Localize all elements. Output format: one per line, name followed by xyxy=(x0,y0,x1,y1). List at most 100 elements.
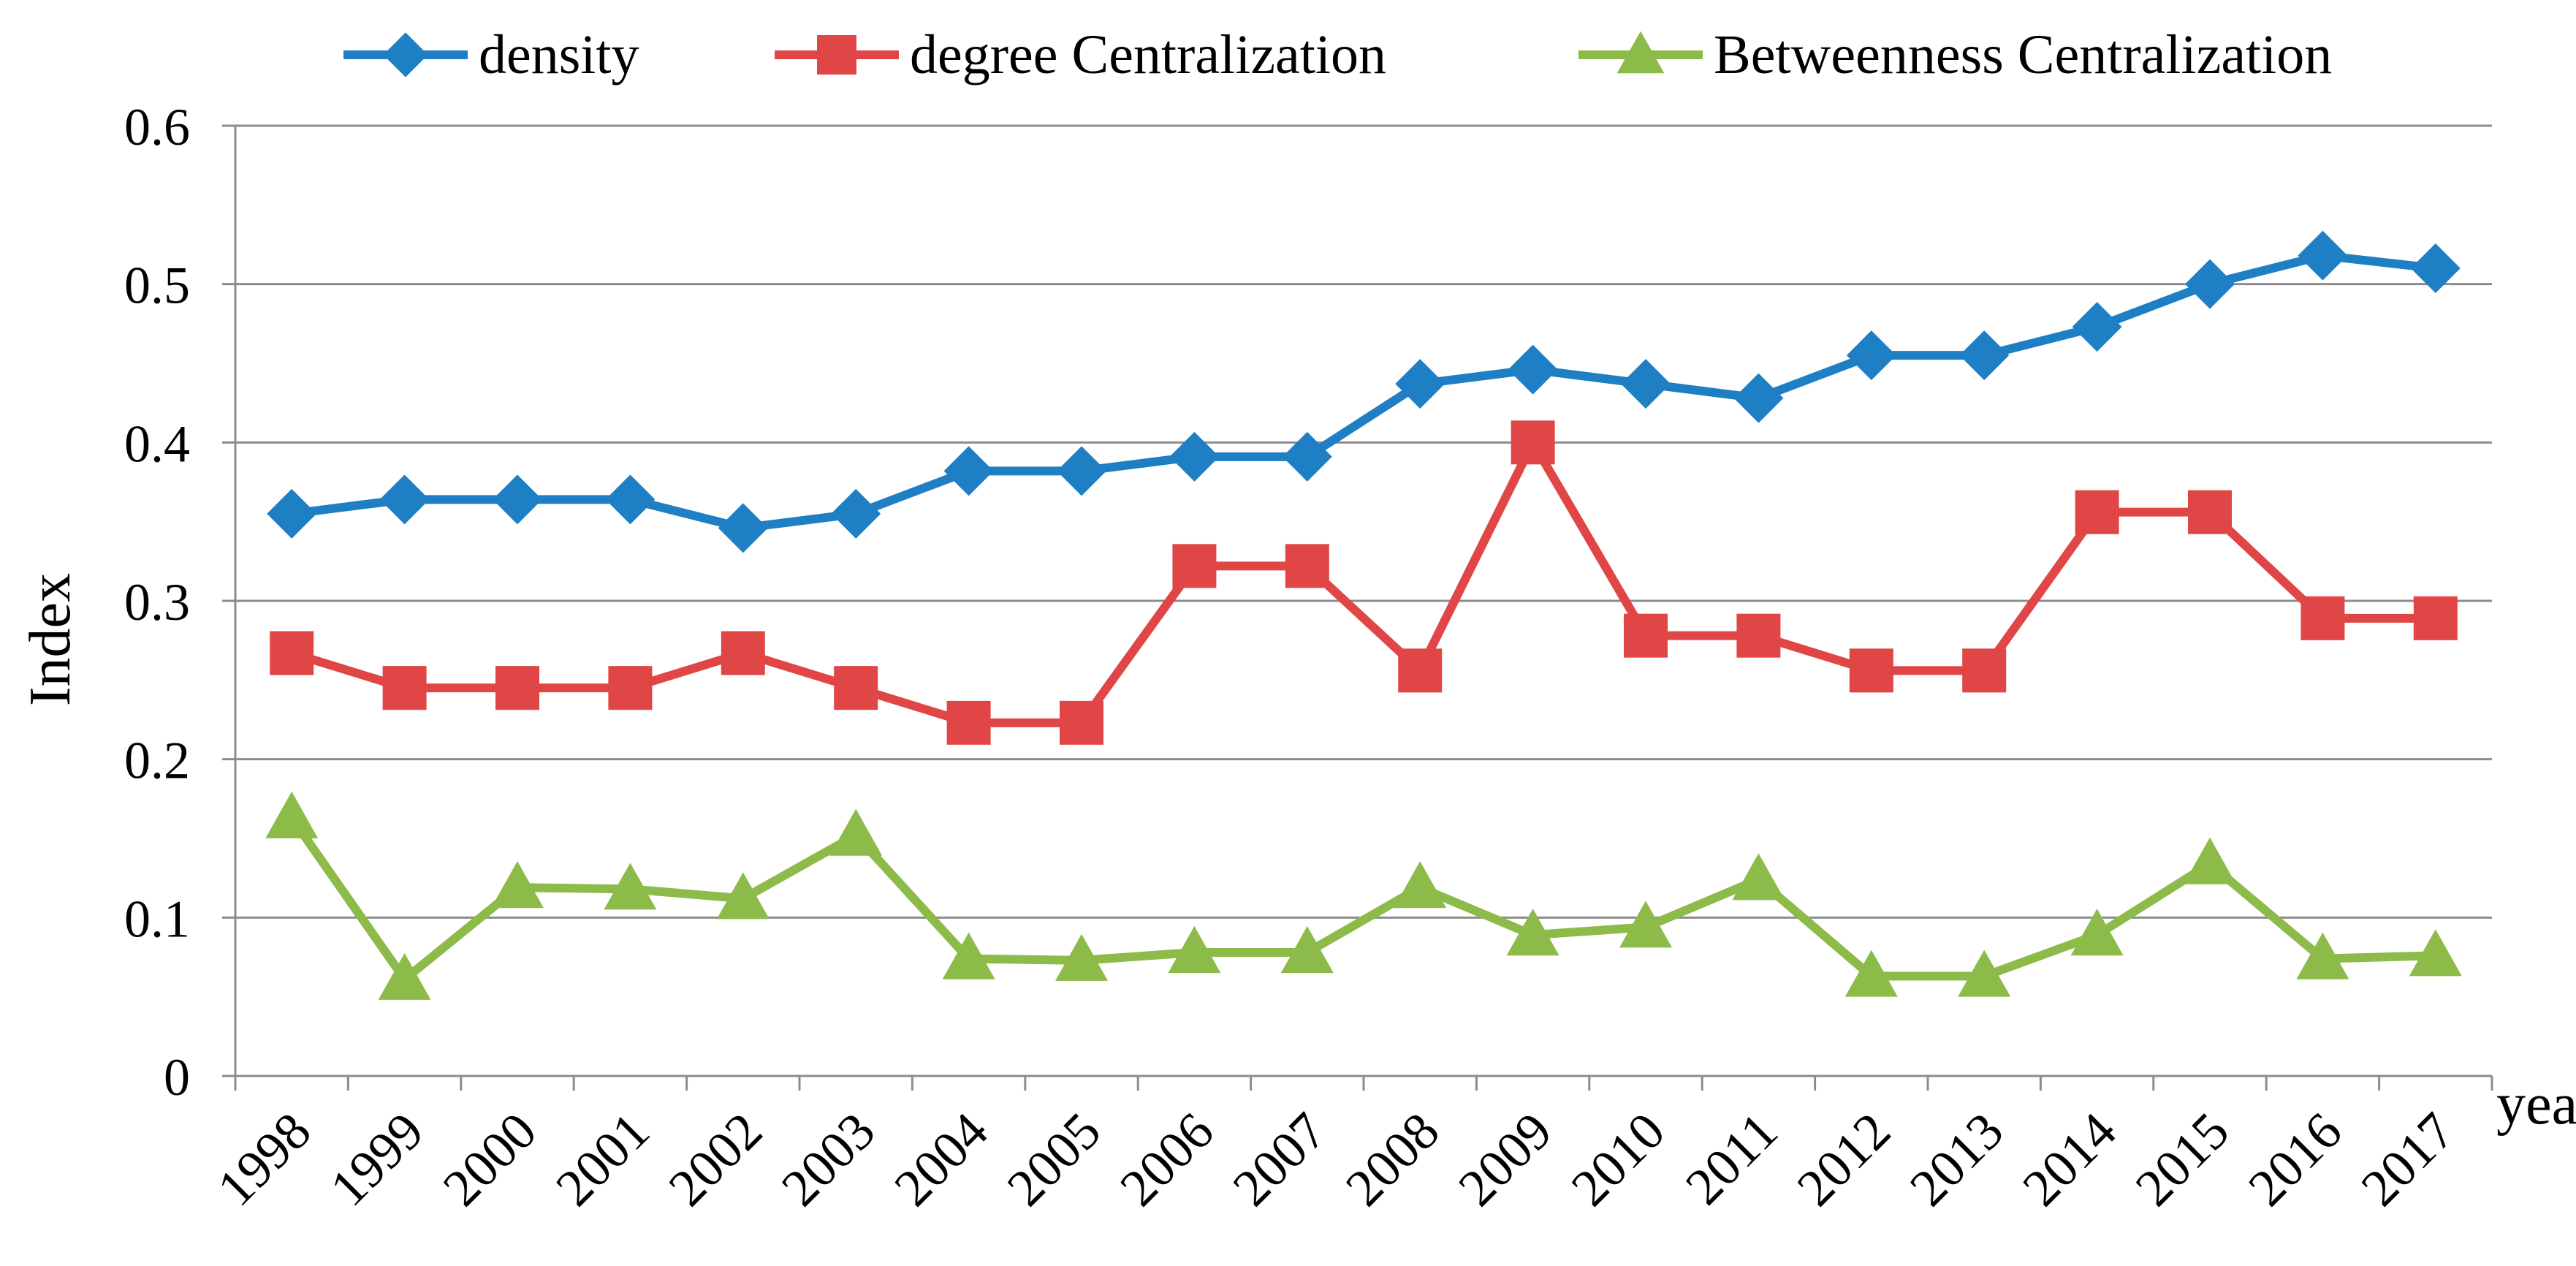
axes: 00.10.20.30.40.50.6199819992000200120022… xyxy=(124,98,2493,1217)
data-point-density xyxy=(379,474,430,525)
x-tick-label: 2006 xyxy=(1109,1102,1224,1217)
x-tick-label: 2011 xyxy=(1674,1102,1789,1216)
data-point-betweenness-centralization xyxy=(1280,926,1334,974)
series-line-density xyxy=(291,251,2436,533)
data-point-density xyxy=(493,474,542,525)
data-point-betweenness-centralization xyxy=(491,861,544,909)
x-tick-label: 2001 xyxy=(544,1102,660,1217)
data-point-density xyxy=(718,503,768,553)
data-point-betweenness-centralization xyxy=(2184,837,2236,884)
data-point-degree-centralization xyxy=(495,666,539,710)
data-point-betweenness-centralization xyxy=(2296,932,2349,979)
data-point-degree-centralization xyxy=(270,631,314,675)
data-point-betweenness-centralization xyxy=(378,952,431,1000)
data-point-density xyxy=(943,446,994,496)
data-point-betweenness-centralization xyxy=(1055,933,1108,981)
x-tick-label: 2008 xyxy=(1334,1102,1450,1217)
x-tick-label: 2004 xyxy=(884,1102,999,1217)
data-point-density xyxy=(831,488,881,539)
y-axis-label: Index xyxy=(18,573,83,706)
x-tick-label: 2015 xyxy=(2124,1102,2240,1217)
data-point-density xyxy=(1282,431,1332,482)
data-point-degree-centralization xyxy=(1849,648,1893,693)
data-point-degree-centralization xyxy=(1511,420,1555,465)
data-point-density xyxy=(1621,359,1671,409)
data-series xyxy=(288,251,2436,984)
data-point-density xyxy=(2410,243,2461,293)
data-point-degree-centralization xyxy=(2300,596,2345,640)
data-point-density xyxy=(1508,344,1558,395)
data-point-degree-centralization xyxy=(1398,648,1443,693)
data-point-betweenness-centralization xyxy=(942,932,995,979)
gridlines xyxy=(235,124,2492,919)
x-tick-label: 2005 xyxy=(996,1102,1112,1217)
x-tick-label: 2000 xyxy=(432,1102,547,1217)
data-point-betweenness-centralization xyxy=(1619,901,1672,948)
data-point-degree-centralization xyxy=(382,666,427,710)
x-axis-label: year xyxy=(2496,1072,2576,1137)
data-point-betweenness-centralization xyxy=(2409,929,2462,977)
data-point-betweenness-centralization xyxy=(1394,861,1447,909)
data-point-betweenness-centralization xyxy=(265,791,319,838)
y-tick-label: 0 xyxy=(164,1048,190,1107)
legend-marker xyxy=(817,35,856,75)
data-point-density xyxy=(1395,359,1445,409)
y-tick-label: 0.4 xyxy=(124,414,190,473)
data-point-degree-centralization xyxy=(1172,544,1217,588)
data-point-density xyxy=(1733,373,1784,423)
data-point-betweenness-centralization xyxy=(1506,909,1559,956)
data-point-degree-centralization xyxy=(2075,490,2119,534)
data-point-degree-centralization xyxy=(1962,648,2007,693)
data-markers xyxy=(265,230,2462,1000)
data-point-betweenness-centralization xyxy=(1732,853,1785,901)
data-point-betweenness-centralization xyxy=(1168,926,1221,974)
data-point-density xyxy=(1846,330,1896,381)
data-point-betweenness-centralization xyxy=(716,872,770,920)
x-tick-label: 2013 xyxy=(1899,1102,2014,1217)
data-point-degree-centralization xyxy=(834,666,878,710)
x-tick-label: 2009 xyxy=(1448,1102,1563,1217)
x-tick-label: 2010 xyxy=(1560,1102,1676,1217)
data-point-betweenness-centralization xyxy=(604,863,657,910)
x-tick-label: 2003 xyxy=(770,1102,886,1217)
x-tick-label: 2007 xyxy=(1222,1102,1337,1217)
data-point-degree-centralization xyxy=(608,666,653,710)
x-tick-label: 1998 xyxy=(206,1102,322,1217)
data-point-betweenness-centralization xyxy=(2070,909,2124,956)
data-point-degree-centralization xyxy=(1285,544,1329,588)
y-tick-label: 0.5 xyxy=(124,257,190,315)
y-tick-label: 0.2 xyxy=(124,732,190,790)
data-point-density xyxy=(605,474,656,525)
legend-item-density: density xyxy=(343,24,639,86)
data-point-degree-centralization xyxy=(721,631,765,675)
legend-marker xyxy=(1616,31,1665,74)
data-point-density xyxy=(267,488,317,539)
x-tick-label: 2017 xyxy=(2350,1102,2466,1217)
data-point-degree-centralization xyxy=(1736,613,1781,658)
legend-item-degree-centralization: degree Centralization xyxy=(775,24,1386,86)
x-tick-label: 1999 xyxy=(319,1102,435,1217)
data-point-betweenness-centralization xyxy=(829,808,883,856)
data-point-density xyxy=(1169,431,1220,482)
data-point-density xyxy=(2072,302,2122,352)
data-point-degree-centralization xyxy=(2413,596,2458,640)
x-tick-label: 2016 xyxy=(2237,1102,2352,1217)
y-tick-label: 0.1 xyxy=(124,890,190,948)
y-tick-label: 0.6 xyxy=(124,98,190,156)
data-point-density xyxy=(1959,330,2010,381)
legend-label: Betweenness Centralization xyxy=(1714,24,2332,86)
data-point-density xyxy=(1057,446,1106,496)
y-tick-label: 0.3 xyxy=(124,573,190,632)
series-line-betweenness-centralization xyxy=(288,815,2436,984)
x-tick-label: 2012 xyxy=(1786,1102,1901,1217)
data-point-degree-centralization xyxy=(1624,613,1668,658)
x-tick-label: 2014 xyxy=(2012,1102,2127,1217)
data-point-density xyxy=(2185,259,2235,309)
legend-marker xyxy=(383,32,428,77)
x-tick-label: 2002 xyxy=(658,1102,773,1217)
data-point-betweenness-centralization xyxy=(1958,950,2011,997)
legend-label: degree Centralization xyxy=(910,24,1386,86)
data-point-betweenness-centralization xyxy=(1844,950,1898,997)
data-point-degree-centralization xyxy=(946,700,991,745)
